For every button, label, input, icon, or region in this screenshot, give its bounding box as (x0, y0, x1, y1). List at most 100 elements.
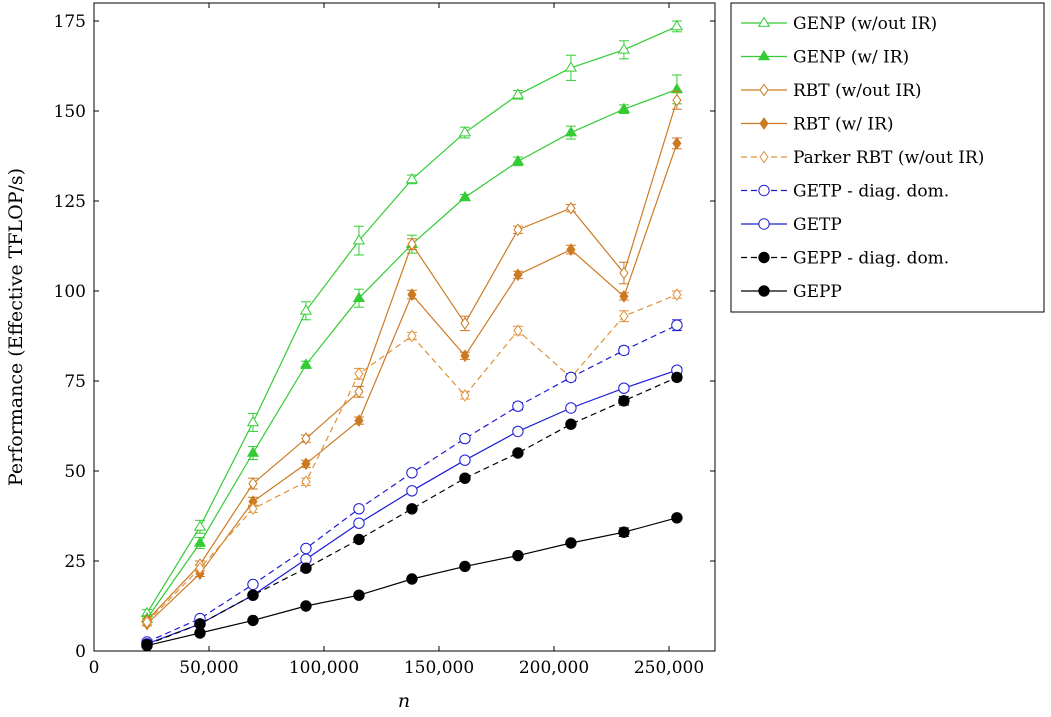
data-point (672, 93, 682, 107)
legend-marker (757, 50, 771, 61)
legend-label: RBT (w/ IR) (793, 115, 894, 135)
data-point (247, 589, 259, 601)
data-point (564, 126, 578, 137)
data-point (193, 520, 207, 531)
y-tick-label: 25 (64, 552, 86, 572)
data-point (353, 517, 365, 529)
data-point (247, 614, 259, 627)
data-point (407, 329, 417, 343)
x-axis-label: n (398, 690, 410, 712)
legend-marker (757, 16, 771, 27)
data-point (194, 627, 206, 639)
y-tick-label: 75 (64, 372, 86, 392)
series-line (146, 143, 678, 625)
data-point (459, 432, 471, 445)
legend-entry: RBT (w/out IR) (741, 81, 922, 101)
y-tick-label: 50 (64, 462, 86, 482)
legend-label: GEPP (793, 282, 842, 302)
data-point (619, 266, 629, 280)
data-point (353, 533, 365, 546)
data-point (458, 126, 472, 137)
data-point (619, 309, 629, 323)
x-tick-label: 250,000 (634, 658, 704, 678)
data-point (406, 467, 418, 479)
data-point (248, 477, 258, 490)
data-point (300, 600, 312, 612)
data-point (566, 243, 576, 256)
data-point (299, 304, 313, 315)
legend-label: GETP (793, 215, 842, 235)
y-tick-label: 175 (54, 12, 86, 32)
data-point (513, 268, 523, 282)
data-point (406, 503, 418, 515)
data-point (671, 371, 683, 384)
y-tick-label: 100 (54, 282, 86, 302)
legend-marker (758, 251, 770, 264)
data-point (195, 561, 205, 575)
legend-label: Parker RBT (w/out IR) (793, 148, 984, 168)
data-point (671, 512, 683, 524)
legend-marker (759, 150, 769, 164)
data-point (618, 344, 630, 357)
legend-label: GETP - diag. dom. (793, 182, 949, 202)
series-line (146, 324, 678, 643)
data-point (246, 415, 260, 427)
axes: 0 50,000 100,000 150,000 200,000 250,000 0 25 5… (5, 2, 716, 712)
x-tick-label: 200,000 (519, 658, 589, 678)
series-group (140, 19, 684, 618)
legend-entry: GETP (741, 215, 842, 235)
series-group (141, 371, 683, 651)
data-point (301, 457, 311, 471)
data-point (406, 573, 418, 585)
legend-entry: GENP (w/out IR) (741, 14, 937, 34)
data-point (405, 172, 419, 184)
data-point (141, 639, 153, 652)
data-point (513, 324, 523, 337)
data-point (301, 432, 311, 445)
data-point (460, 349, 470, 363)
legend-marker (758, 285, 770, 297)
legend-entry: GEPP (741, 282, 842, 302)
data-point (353, 589, 365, 601)
data-point (353, 503, 365, 515)
legend-label: GENP (w/ IR) (793, 48, 909, 68)
data-point (512, 447, 524, 459)
y-tick-label: 125 (54, 192, 86, 212)
series-group (140, 74, 684, 623)
legend-label: RBT (w/out IR) (793, 81, 922, 101)
data-point (407, 288, 417, 301)
series-line (146, 294, 678, 623)
data-point (247, 578, 259, 591)
data-point (670, 19, 684, 31)
legend-entry: Parker RBT (w/out IR) (741, 148, 984, 168)
x-tick-label: 150,000 (404, 658, 474, 678)
data-point (459, 472, 471, 484)
data-point (512, 549, 524, 562)
data-point (352, 291, 366, 302)
data-point (301, 475, 311, 489)
data-point (618, 382, 630, 394)
legend-marker (759, 117, 769, 130)
data-point (671, 319, 683, 331)
data-point (512, 425, 524, 438)
data-point (565, 418, 577, 430)
data-point (619, 290, 629, 303)
data-point (565, 402, 577, 414)
series-group (141, 319, 683, 648)
y-axis-ticks: 0 25 50 75 100 125 150 175 (54, 12, 715, 662)
data-point (566, 201, 576, 215)
data-point (458, 190, 472, 202)
data-point (513, 223, 523, 237)
data-point (460, 317, 470, 330)
data-point (354, 385, 364, 399)
legend-entry: RBT (w/ IR) (741, 115, 894, 135)
data-point (193, 536, 207, 547)
data-point (617, 43, 631, 54)
series-group (141, 512, 683, 652)
legend-items: GENP (w/out IR) GENP (w/ IR) RBT (w/out IR… (741, 14, 984, 302)
plot-area (140, 19, 684, 652)
x-axis-ticks: 0 50,000 100,000 150,000 200,000 250,000 (89, 3, 704, 678)
data-point (565, 537, 577, 549)
data-point (618, 526, 630, 538)
data-point (300, 562, 312, 574)
